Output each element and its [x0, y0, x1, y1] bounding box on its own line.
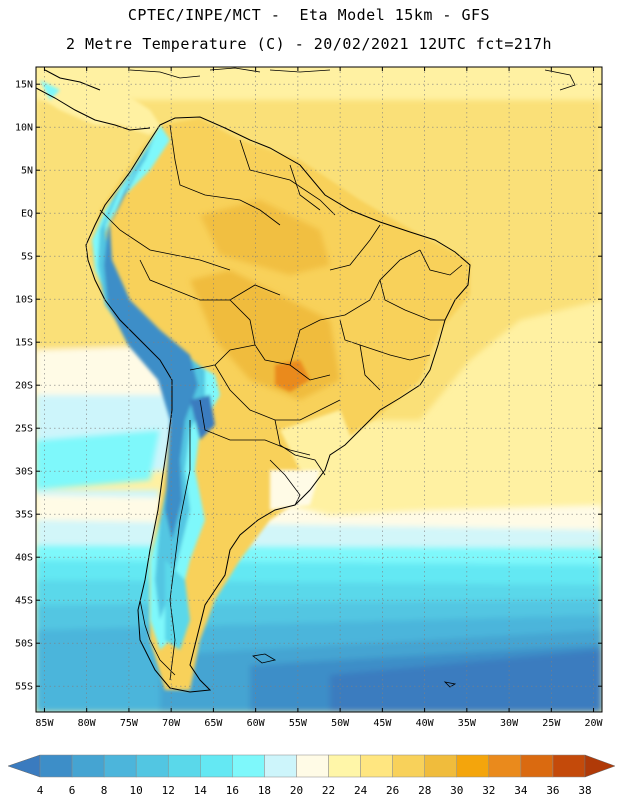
colorbar-label: 8 [101, 784, 108, 797]
map-title-line1: CPTEC/INPE/MCT - Eta Model 15km - GFS [127, 6, 491, 24]
colorbar-label: 24 [354, 784, 368, 797]
colorbar-bin [488, 754, 522, 778]
colorbar-label: 10 [130, 784, 143, 797]
colorbar-label: 28 [418, 784, 431, 797]
lon-tick-label: 35W [458, 718, 477, 729]
lon-tick-label: 55W [289, 718, 308, 729]
lat-tick-label: 15N [15, 80, 33, 91]
colorbar-label: 30 [450, 784, 463, 797]
latitude-axis: 15N 10N 5N EQ 5S 10S 15S 20S 25S 30S 35S 40S 45S 50S 5… [15, 80, 602, 693]
colorbar-label: 26 [386, 784, 399, 797]
lat-tick-label: 50S [15, 639, 33, 650]
colorbar-bin [135, 754, 169, 778]
temperature-field [36, 67, 602, 712]
lat-tick-label: 40S [15, 553, 33, 564]
colorbar-bin [39, 754, 73, 778]
colorbar-label: 20 [290, 784, 303, 797]
lon-tick-label: 80W [78, 718, 97, 729]
colorbar-bin [520, 754, 554, 778]
lat-tick-label: 10S [15, 295, 33, 306]
colorbar-bin [264, 754, 297, 778]
lon-tick-label: 45W [373, 718, 392, 729]
colorbar-label: 34 [514, 784, 528, 797]
longitude-axis: 85W 80W 75W 70W 65W 60W 55W 50W 45W 40W 35W 30W 25W 2… [35, 67, 604, 729]
colorbar-bin [552, 754, 586, 778]
colorbar-bin [200, 754, 233, 778]
lat-tick-label: 25S [15, 424, 33, 435]
colorbar-bin [103, 754, 137, 778]
temperature-colorbar: 4 6 8 10 12 14 16 18 20 22 24 26 28 30 32 34 36 38 [7, 754, 616, 797]
colorbar-bin [71, 754, 105, 778]
colorbar-label: 16 [226, 784, 239, 797]
lon-tick-label: 65W [204, 718, 223, 729]
colorbar-label: 38 [578, 784, 591, 797]
lon-tick-label: 20W [585, 718, 604, 729]
colorbar-bin [167, 754, 201, 778]
lat-tick-label: 20S [15, 381, 33, 392]
lat-tick-label: 5S [21, 252, 33, 263]
map-title-line2: 2 Metre Temperature (C) - 20/02/2021 12U… [65, 35, 553, 53]
lat-tick-label: 5N [21, 166, 33, 177]
colorbar-label: 18 [258, 784, 271, 797]
colorbar-label: 6 [69, 784, 76, 797]
map-frame [35, 66, 603, 713]
lon-tick-label: 50W [331, 718, 350, 729]
lon-tick-label: 25W [542, 718, 561, 729]
colorbar-bin [456, 754, 490, 778]
colorbar-label: 14 [194, 784, 208, 797]
colorbar-label: 12 [162, 784, 175, 797]
colorbar-label: 4 [37, 784, 44, 797]
colorbar-bin [424, 754, 458, 778]
lon-tick-label: 75W [120, 718, 139, 729]
colorbar-min-arrow [7, 754, 41, 778]
lon-tick-label: 30W [500, 718, 519, 729]
colorbar-label: 36 [546, 784, 559, 797]
lon-tick-label: 85W [35, 718, 54, 729]
colorbar-label: 32 [482, 784, 495, 797]
colorbar-bin [392, 754, 425, 778]
colorbar-bin [296, 754, 329, 778]
lat-tick-label: 45S [15, 596, 33, 607]
lon-tick-label: 40W [416, 718, 435, 729]
lat-tick-label: 15S [15, 338, 33, 349]
lat-tick-label: 35S [15, 510, 33, 521]
lon-tick-label: 70W [162, 718, 181, 729]
lat-tick-label: 10N [15, 123, 33, 134]
colorbar-bin [360, 754, 393, 778]
lat-tick-label: 30S [15, 467, 33, 478]
lon-tick-label: 60W [247, 718, 266, 729]
colorbar-max-arrow [584, 754, 616, 778]
colorbar-label: 22 [322, 784, 335, 797]
colorbar-bin [232, 754, 265, 778]
lat-tick-label: EQ [21, 209, 33, 220]
colorbar-bin [328, 754, 361, 778]
lat-tick-label: 55S [15, 682, 33, 693]
